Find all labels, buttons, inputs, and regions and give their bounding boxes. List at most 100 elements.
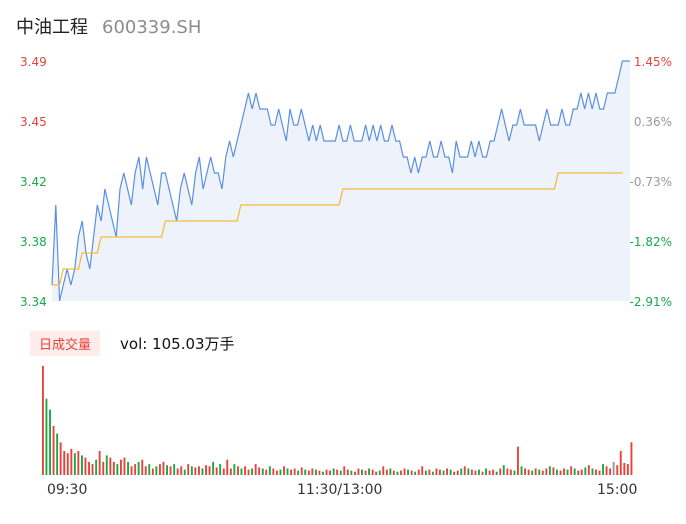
volume-bar (137, 461, 140, 475)
volume-bar (251, 468, 253, 475)
volume-bar (630, 442, 633, 475)
volume-bar (237, 466, 239, 475)
volume-bar (378, 470, 381, 475)
price-tick-label: 3.45 (20, 115, 47, 129)
volume-bar (166, 465, 168, 475)
volume-bar (95, 459, 98, 475)
volume-bar (212, 461, 215, 475)
volume-bar (385, 469, 388, 476)
volume-bar (297, 470, 300, 475)
pct-tick-label: -1.82% (629, 235, 672, 249)
volume-bar (520, 466, 523, 475)
price-tick-label: 3.49 (20, 55, 47, 69)
volume-bar (77, 451, 80, 475)
volume-bar (602, 464, 604, 475)
volume-bar (396, 471, 399, 475)
x-tick-label: 15:00 (597, 482, 638, 498)
volume-bar (456, 470, 459, 475)
volume-bar (290, 469, 292, 476)
volume-bar (45, 398, 48, 475)
volume-bar (481, 471, 484, 475)
volume-bar (233, 464, 236, 475)
volume-bar (169, 466, 172, 475)
volume-bar (499, 468, 502, 475)
volume-bar (474, 470, 477, 475)
volume-bar (322, 471, 324, 475)
price-chart[interactable] (0, 0, 686, 310)
volume-bar (410, 470, 413, 475)
volume-bar (403, 468, 406, 475)
stock-code: 600339.SH (102, 17, 202, 38)
volume-bar (155, 466, 158, 475)
volume-bar (98, 451, 101, 475)
volume-bar (350, 470, 353, 475)
volume-bar (84, 457, 87, 475)
volume-header: 日成交量 vol: 105.03万手 (30, 331, 235, 356)
volume-bar (226, 459, 229, 475)
volume-bar (159, 464, 161, 475)
volume-bar (307, 470, 310, 475)
average-price-line (52, 172, 623, 286)
volume-bar (332, 468, 335, 475)
volume-bar (502, 465, 505, 475)
volume-bar (66, 453, 69, 475)
volume-bar (42, 366, 44, 475)
x-tick-label: 09:30 (47, 482, 88, 498)
volume-bar (283, 466, 285, 475)
volume-bar (144, 466, 147, 475)
price-tick-label: 3.34 (20, 295, 47, 309)
volume-bar (577, 470, 580, 475)
volume-bar (407, 469, 409, 476)
volume-bar (272, 468, 275, 475)
volume-bar (215, 467, 218, 475)
volume-bar (580, 469, 583, 476)
volume-bar (354, 471, 356, 475)
volume-bar (591, 468, 594, 475)
volume-bar (52, 425, 55, 475)
volume-bar (541, 470, 544, 475)
volume-bar (424, 470, 427, 475)
volume-bar (268, 466, 271, 475)
volume-bar (453, 471, 456, 475)
volume-bar (414, 471, 417, 475)
volume-bar (339, 470, 342, 475)
price-tick-label: 3.38 (20, 235, 47, 249)
volume-bar (151, 468, 154, 475)
pct-tick-label: -2.91% (629, 295, 672, 309)
volume-bar (446, 468, 448, 475)
volume-bar (368, 468, 370, 475)
volume-bar (201, 468, 204, 475)
volume-bar (315, 469, 317, 476)
volume-bar (570, 466, 573, 475)
volume-bar (190, 466, 193, 475)
volume-bar (556, 469, 558, 476)
volume-bar (120, 459, 122, 475)
volume-bar (88, 461, 90, 475)
volume-bar (318, 470, 321, 475)
volume-bar (534, 468, 537, 475)
volume-badge[interactable]: 日成交量 (30, 331, 101, 356)
header: 中油工程 600339.SH (16, 13, 201, 39)
pct-tick-label: -0.73% (629, 175, 672, 189)
volume-summary: vol: 105.03万手 (120, 335, 235, 353)
volume-bar (73, 453, 76, 475)
volume-bar (173, 464, 176, 475)
volume-bar (609, 468, 612, 475)
x-tick-label: 11:30/13:00 (297, 482, 383, 498)
volume-bar (587, 465, 590, 475)
volume-bar (261, 468, 264, 475)
volume-bar (279, 469, 282, 476)
stock-name: 中油工程 (16, 17, 88, 38)
volume-bar (467, 468, 470, 475)
volume-bar (112, 461, 115, 475)
volume-bar (616, 465, 619, 475)
volume-bar (382, 466, 385, 475)
volume-bar (141, 459, 144, 475)
volume-bar (194, 467, 197, 475)
volume-bar (346, 469, 349, 476)
volume-bar (442, 470, 445, 475)
price-line (51, 60, 630, 302)
volume-bar (566, 469, 569, 476)
volume-bar (439, 469, 441, 476)
